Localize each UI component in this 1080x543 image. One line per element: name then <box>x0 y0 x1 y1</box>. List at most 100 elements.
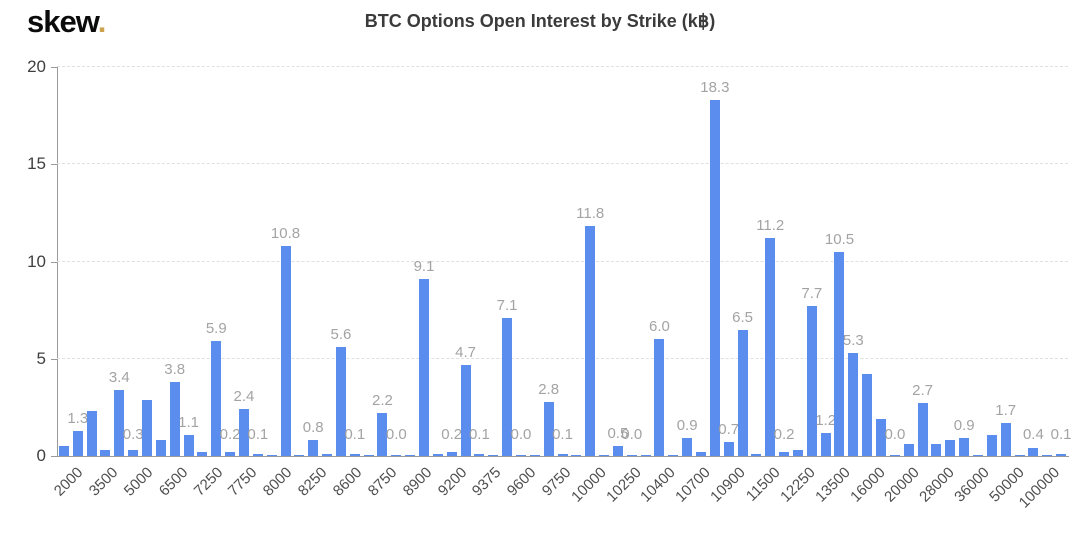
x-axis-label: 6500 <box>155 464 192 500</box>
bar <box>612 446 623 456</box>
bar <box>779 452 790 456</box>
bar <box>446 452 457 456</box>
bar-group: 6.0 <box>649 67 670 456</box>
bar-group <box>322 67 333 456</box>
bar-group <box>1042 67 1053 456</box>
bar-value-label: 3.4 <box>108 369 130 386</box>
bar-group: 1.3 <box>67 67 88 456</box>
bar-value-label: 0.2 <box>773 426 795 443</box>
bar-value-label: 2.8 <box>538 381 560 398</box>
bar-value-label: 1.3 <box>67 410 89 427</box>
bar-group <box>986 67 997 456</box>
bar-value-label: 11.2 <box>756 217 785 234</box>
bar-value-label: 10.5 <box>824 231 855 248</box>
bar-value-label: 0.5 <box>607 425 629 442</box>
bar <box>640 455 651 456</box>
bar-group: 0.9 <box>954 67 975 456</box>
bar-value-label: 0.2 <box>219 426 241 443</box>
bar-value-label: 0.0 <box>385 426 407 443</box>
bar-group: 0.0 <box>621 67 642 456</box>
bar <box>806 306 817 456</box>
bar-group <box>792 67 803 456</box>
bar-group: 0.2 <box>441 67 462 456</box>
bar-group: 5.9 <box>206 67 227 456</box>
bar-group: 3.4 <box>109 67 130 456</box>
x-axis-label: 11500 <box>742 464 784 505</box>
bar <box>862 374 873 456</box>
x-axis-label: 28000 <box>916 464 959 506</box>
bar <box>668 455 679 456</box>
bar-group: 0.0 <box>884 67 905 456</box>
x-axis-label: 36000 <box>951 464 993 506</box>
bar-group <box>155 67 166 456</box>
bar-group: 0.0 <box>511 67 531 456</box>
bar <box>280 246 291 456</box>
bar <box>723 442 734 456</box>
bar-group: 10.5 <box>825 67 854 456</box>
bar <box>349 454 360 456</box>
plot-area: 1.3 3.4 0.3 3.8 1.1 5.9 0.2 2.4 0.1 10.8 0.8 5.6 0.1… <box>57 66 1071 456</box>
bar-group <box>363 67 374 456</box>
bar <box>682 438 693 456</box>
y-axis-tick <box>51 261 57 263</box>
bar-group: 1.7 <box>995 67 1016 456</box>
x-axis-label: 5000 <box>120 464 157 500</box>
bar-value-label: 0.1 <box>552 426 573 443</box>
x-axis-label: 8750 <box>364 464 401 500</box>
bar <box>322 454 333 456</box>
bar <box>876 419 887 456</box>
bar <box>585 226 596 456</box>
bar <box>848 353 859 456</box>
bar <box>474 454 485 456</box>
bar <box>114 390 125 456</box>
bar <box>294 455 305 456</box>
bar-value-label: 0.0 <box>621 426 643 443</box>
bar-value-label: 0.8 <box>302 419 324 436</box>
bar-group <box>197 67 208 456</box>
x-axis-label: 8000 <box>260 464 296 500</box>
bar <box>737 330 748 456</box>
bar-group: 3.8 <box>164 67 185 456</box>
bar-value-label: 0.1 <box>468 426 490 443</box>
bar <box>58 446 69 456</box>
bar-group <box>488 67 499 456</box>
bar-group: 0.7 <box>718 67 739 456</box>
bar-group: 0.8 <box>303 67 324 456</box>
bar-group: 0.1 <box>344 67 365 456</box>
bar-group <box>876 67 887 456</box>
y-axis-line <box>57 67 58 457</box>
x-axis-label: 10900 <box>707 464 749 506</box>
bar <box>363 455 374 456</box>
bar-group: 2.7 <box>912 67 933 456</box>
bar <box>238 409 249 456</box>
bar-group: 2.8 <box>538 67 559 456</box>
bar-group: 5.6 <box>330 67 351 456</box>
bar-value-label: 5.9 <box>205 320 227 337</box>
bar-value-label: 6.5 <box>732 309 753 326</box>
y-axis-label: 0 <box>36 446 46 465</box>
bar <box>834 252 845 456</box>
bar <box>252 454 263 456</box>
bar <box>820 433 831 456</box>
y-axis-label: 5 <box>36 348 46 368</box>
x-axis-label: 7250 <box>190 464 226 500</box>
bar-group <box>903 67 914 456</box>
bar <box>335 347 346 456</box>
x-axis-label: 9600 <box>504 464 540 500</box>
bar <box>972 455 983 456</box>
x-axis-line <box>57 456 1069 457</box>
x-axis-label: 3500 <box>85 464 122 500</box>
bar <box>654 339 665 456</box>
y-axis-tick <box>51 456 57 457</box>
gridline <box>57 163 1068 165</box>
bar-group <box>945 67 956 456</box>
bar <box>72 431 83 456</box>
bar <box>529 455 540 456</box>
bar-value-label: 1.7 <box>995 402 1017 419</box>
bar-group: 0.1 <box>469 67 490 456</box>
bar-value-label: 0.9 <box>953 417 975 434</box>
bar-value-label: 6.0 <box>649 318 670 335</box>
bar <box>709 100 720 456</box>
bar <box>211 341 222 456</box>
x-axis-label: 10250 <box>602 464 645 506</box>
